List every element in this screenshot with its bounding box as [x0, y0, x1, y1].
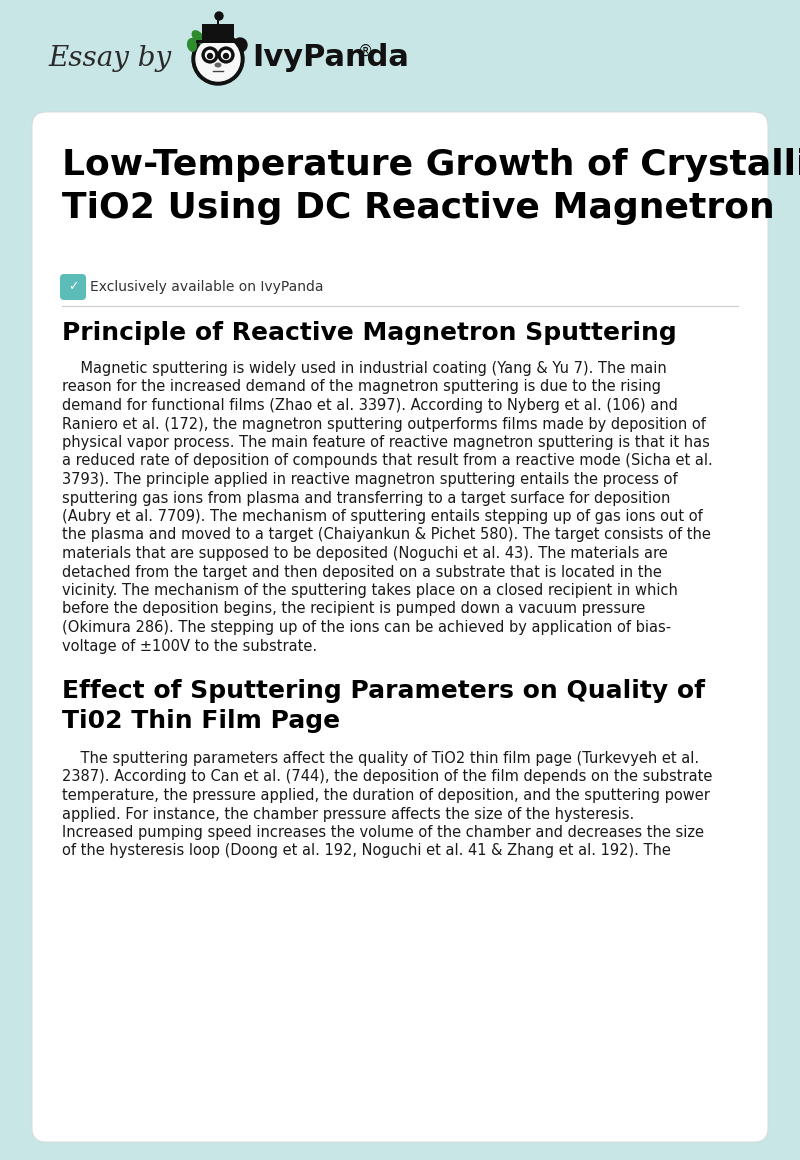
Text: reason for the increased demand of the magnetron sputtering is due to the rising: reason for the increased demand of the m… [62, 379, 661, 394]
Text: Magnetic sputtering is widely used in industrial coating (Yang & Yu 7). The main: Magnetic sputtering is widely used in in… [62, 361, 666, 376]
Text: physical vapor process. The main feature of reactive magnetron sputtering is tha: physical vapor process. The main feature… [62, 435, 710, 450]
Text: Increased pumping speed increases the volume of the chamber and decreases the si: Increased pumping speed increases the vo… [62, 825, 704, 840]
FancyBboxPatch shape [32, 113, 768, 1141]
Text: of the hysteresis loop (Doong et al. 192, Noguchi et al. 41 & Zhang et al. 192).: of the hysteresis loop (Doong et al. 192… [62, 843, 671, 858]
Bar [196, 39, 240, 43]
Text: 3793). The principle applied in reactive magnetron sputtering entails the proces: 3793). The principle applied in reactive… [62, 472, 678, 487]
Text: The sputtering parameters affect the quality of TiO2 thin film page (Turkevyeh e: The sputtering parameters affect the qua… [62, 751, 699, 766]
Text: temperature, the pressure applied, the duration of deposition, and the sputterin: temperature, the pressure applied, the d… [62, 788, 710, 803]
Text: Raniero et al. (172), the magnetron sputtering outperforms films made by deposit: Raniero et al. (172), the magnetron sput… [62, 416, 706, 432]
Circle shape [222, 51, 230, 59]
Circle shape [202, 48, 218, 63]
Circle shape [207, 53, 213, 58]
Text: Principle of Reactive Magnetron Sputtering: Principle of Reactive Magnetron Sputteri… [62, 321, 677, 345]
Bar [202, 24, 234, 39]
Text: voltage of ±100V to the substrate.: voltage of ±100V to the substrate. [62, 638, 317, 653]
Text: applied. For instance, the chamber pressure affects the size of the hysteresis.: applied. For instance, the chamber press… [62, 806, 634, 821]
Text: demand for functional films (Zhao et al. 3397). According to Nyberg et al. (106): demand for functional films (Zhao et al.… [62, 398, 678, 413]
Text: (Okimura 286). The stepping up of the ions can be achieved by application of bia: (Okimura 286). The stepping up of the io… [62, 619, 671, 635]
Text: Essay by: Essay by [48, 44, 171, 72]
Text: a reduced rate of deposition of compounds that result from a reactive mode (Sich: a reduced rate of deposition of compound… [62, 454, 713, 469]
Ellipse shape [191, 30, 205, 44]
Circle shape [218, 48, 234, 63]
Circle shape [223, 53, 229, 58]
Text: detached from the target and then deposited on a substrate that is located in th: detached from the target and then deposi… [62, 565, 662, 580]
Circle shape [215, 12, 223, 20]
Bar [217, 16, 219, 24]
Text: vicinity. The mechanism of the sputtering takes place on a closed recipient in w: vicinity. The mechanism of the sputterin… [62, 583, 678, 599]
Text: Exclusively available on IvyPanda: Exclusively available on IvyPanda [90, 280, 323, 293]
Text: ®: ® [358, 43, 374, 58]
Circle shape [206, 51, 214, 59]
Circle shape [196, 37, 240, 81]
Text: sputtering gas ions from plasma and transferring to a target surface for deposit: sputtering gas ions from plasma and tran… [62, 491, 670, 506]
Ellipse shape [214, 63, 222, 67]
Text: Low-Temperature Growth of Crystalline
TiO2 Using DC Reactive Magnetron: Low-Temperature Growth of Crystalline Ti… [62, 148, 800, 225]
Ellipse shape [187, 38, 197, 52]
Text: Effect of Sputtering Parameters on Quality of
Ti02 Thin Film Page: Effect of Sputtering Parameters on Quali… [62, 679, 705, 733]
Text: 2387). According to Can et al. (744), the deposition of the film depends on the : 2387). According to Can et al. (744), th… [62, 769, 712, 784]
Text: ✓: ✓ [68, 281, 78, 293]
Circle shape [233, 38, 247, 52]
Text: (Aubry et al. 7709). The mechanism of sputtering entails stepping up of gas ions: (Aubry et al. 7709). The mechanism of sp… [62, 509, 702, 524]
Text: before the deposition begins, the recipient is pumped down a vacuum pressure: before the deposition begins, the recipi… [62, 602, 646, 616]
FancyBboxPatch shape [60, 274, 86, 300]
Text: materials that are supposed to be deposited (Noguchi et al. 43). The materials a: materials that are supposed to be deposi… [62, 546, 668, 561]
Circle shape [192, 32, 244, 85]
Text: IvyPanda: IvyPanda [252, 43, 409, 72]
Text: the plasma and moved to a target (Chaiyankun & Pichet 580). The target consists : the plasma and moved to a target (Chaiya… [62, 528, 711, 543]
Circle shape [189, 38, 203, 52]
Bar [0, 0, 800, 110]
